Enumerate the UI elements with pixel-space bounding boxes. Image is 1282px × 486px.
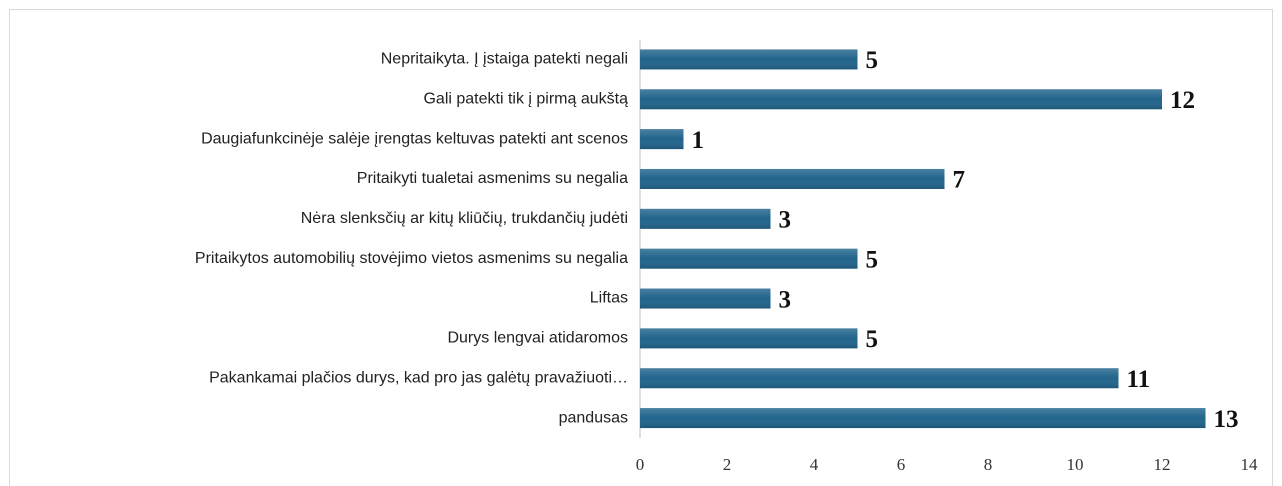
data-label: 3: [779, 207, 792, 234]
bar-shade: [640, 208, 771, 229]
y-tick-label: Gali patekti tik į pirmą aukštą: [423, 90, 628, 107]
x-tick-label: 0: [636, 455, 645, 474]
bar-shade: [640, 248, 858, 269]
y-tick-label: Nepritaikyta. Į įstaiga patekti negali: [381, 51, 628, 68]
data-label: 13: [1214, 406, 1239, 433]
x-tick-label: 8: [984, 455, 993, 474]
y-tick-label: Pritaikyti tualetai asmenims su negalia: [357, 170, 628, 187]
y-tick-label: Daugiafunkcinėje salėje įrengtas keltuva…: [201, 130, 628, 147]
bar-shade: [640, 408, 1206, 429]
bar-shade: [640, 288, 771, 309]
y-tick-label: Nėra slenksčių ar kitų kliūčių, trukdanč…: [301, 210, 628, 227]
bar-shade: [640, 49, 858, 70]
bar-shade: [640, 368, 1119, 389]
data-label: 7: [953, 167, 966, 194]
bar-shade: [640, 168, 945, 189]
x-tick-label: 6: [897, 455, 906, 474]
y-tick-label: pandusas: [559, 409, 628, 426]
data-label: 1: [692, 127, 705, 154]
x-tick-label: 10: [1067, 455, 1084, 474]
bar-shade: [640, 328, 858, 349]
y-tick-label: Pakankamai plačios durys, kad pro jas ga…: [209, 369, 628, 386]
chart-border: [9, 9, 1273, 486]
y-tick-label: Durys lengvai atidaromos: [447, 330, 628, 347]
data-label: 11: [1127, 366, 1151, 393]
x-tick-label: 4: [810, 455, 819, 474]
x-tick-label: 2: [723, 455, 732, 474]
bar-shade: [640, 129, 684, 150]
x-tick-label: 14: [1241, 455, 1259, 474]
data-label: 12: [1170, 87, 1195, 114]
bar-shade: [640, 89, 1162, 110]
data-label: 5: [866, 326, 879, 353]
data-label: 3: [779, 286, 792, 313]
y-tick-label: Pritaikytos automobilių stovėjimo vietos…: [195, 250, 628, 267]
data-label: 5: [866, 47, 879, 74]
data-label: 5: [866, 246, 879, 273]
y-tick-label: Liftas: [590, 290, 628, 307]
x-tick-label: 12: [1154, 455, 1171, 474]
